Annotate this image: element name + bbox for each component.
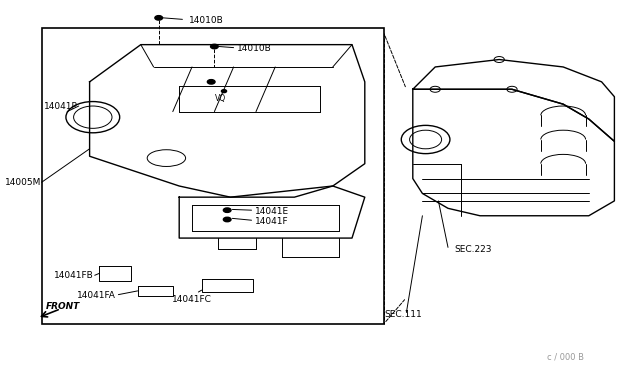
Circle shape xyxy=(207,80,215,84)
Text: 14041E: 14041E xyxy=(255,207,289,216)
Text: 14041FC: 14041FC xyxy=(172,295,211,304)
Text: 14010B: 14010B xyxy=(237,44,271,53)
Circle shape xyxy=(155,16,163,20)
Text: 14005M: 14005M xyxy=(5,178,42,187)
Text: 14041FA: 14041FA xyxy=(77,291,116,300)
Text: 14041FB: 14041FB xyxy=(54,271,94,280)
Circle shape xyxy=(223,217,231,222)
Text: 14041F: 14041F xyxy=(255,217,289,226)
Circle shape xyxy=(221,90,227,93)
Text: c / 000 B: c / 000 B xyxy=(547,353,584,362)
Text: 14010B: 14010B xyxy=(189,16,223,25)
Text: SEC.111: SEC.111 xyxy=(384,310,422,319)
Text: VQ: VQ xyxy=(215,94,227,103)
Circle shape xyxy=(211,44,218,49)
Bar xyxy=(42,28,384,324)
Text: SEC.223: SEC.223 xyxy=(454,245,492,254)
Text: FRONT: FRONT xyxy=(46,302,81,311)
Circle shape xyxy=(223,208,231,212)
Text: 14041P: 14041P xyxy=(44,102,77,110)
